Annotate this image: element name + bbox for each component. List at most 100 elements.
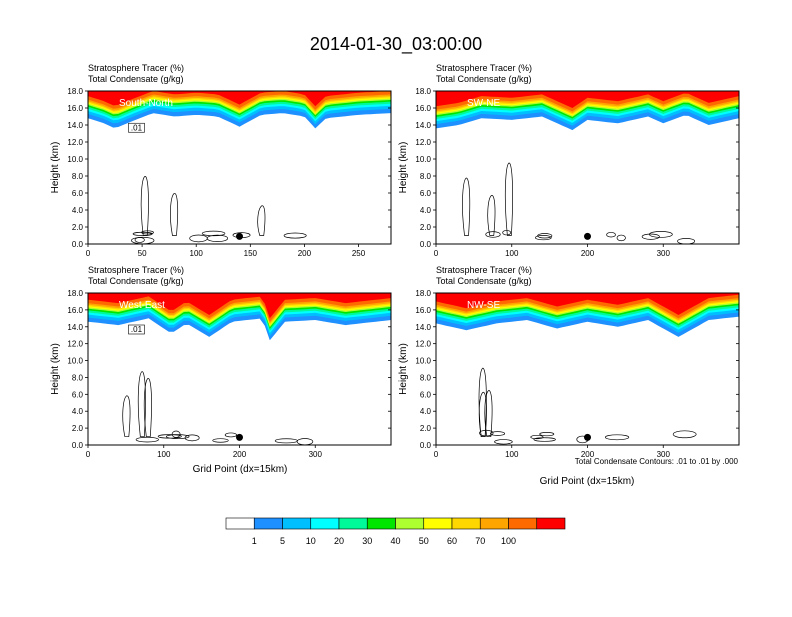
y-tick-label: 12.0 xyxy=(415,340,431,349)
header-tracer: Stratosphere Tracer (%) xyxy=(88,265,184,275)
panel-label: West-East xyxy=(119,300,165,311)
condensate-contour xyxy=(606,232,616,238)
x-tick-label: 0 xyxy=(86,249,91,258)
x-tick-label: 200 xyxy=(581,249,595,258)
condensate-contour xyxy=(604,434,630,441)
y-tick-label: 16.0 xyxy=(415,306,431,315)
colorbar-swatch xyxy=(253,517,283,530)
condensate-contour xyxy=(184,434,200,442)
x-tick-label: 300 xyxy=(657,249,671,258)
colorbar-swatch xyxy=(310,517,340,530)
y-tick-label: 6.0 xyxy=(420,390,432,399)
y-tick-label: 8.0 xyxy=(420,172,432,181)
x-tick-label: 300 xyxy=(309,450,323,459)
y-tick-label: 12.0 xyxy=(415,138,431,147)
condensate-contour xyxy=(283,232,307,239)
condensate-contour xyxy=(490,431,506,436)
header-tracer: Stratosphere Tracer (%) xyxy=(436,265,532,275)
y-tick-label: 18.0 xyxy=(415,289,431,298)
condensate-contour xyxy=(189,234,208,243)
y-tick-label: 14.0 xyxy=(67,121,83,130)
y-tick-label: 12.0 xyxy=(67,340,83,349)
condensate-contour xyxy=(641,233,660,240)
y-tick-label: 14.0 xyxy=(67,323,83,332)
y-tick-label: 6.0 xyxy=(420,189,432,198)
y-tick-label: 12.0 xyxy=(67,138,83,147)
tracer-band-10 xyxy=(436,91,739,108)
x-tick-label: 100 xyxy=(190,249,204,258)
condensate-contour xyxy=(157,434,182,439)
tracer-band-10 xyxy=(88,91,391,107)
y-tick-label: 2.0 xyxy=(72,424,84,433)
condensate-contour xyxy=(224,432,238,438)
y-tick-label: 8.0 xyxy=(72,172,84,181)
panels: Stratosphere Tracer (%)Total Condensate … xyxy=(50,63,740,459)
location-marker xyxy=(236,232,243,240)
colorbar-swatch xyxy=(536,517,566,530)
colorbar-swatch xyxy=(338,517,368,530)
header-condensate: Total Condensate (g/kg) xyxy=(88,74,184,84)
condensate-contour xyxy=(494,439,513,445)
tracer-band-10 xyxy=(88,293,391,319)
panel-label: South-North xyxy=(119,98,173,109)
colorbar-swatch xyxy=(423,517,453,530)
condensate-contour-tall xyxy=(484,390,493,437)
colorbar: 1 5 10 20 30 40 50 60 70 100 xyxy=(225,517,566,546)
y-tick-label: 2.0 xyxy=(420,424,432,433)
contour-label: .01 xyxy=(131,325,143,334)
x-tick-label: 200 xyxy=(233,450,247,459)
condensate-contour xyxy=(535,235,552,241)
x-tick-label: 50 xyxy=(138,249,147,258)
condensate-contour-tall xyxy=(462,177,471,236)
panel-south-north: Stratosphere Tracer (%)Total Condensate … xyxy=(50,63,392,258)
x-tick-label: 200 xyxy=(298,249,312,258)
y-tick-label: 14.0 xyxy=(415,121,431,130)
contour-label-box xyxy=(128,122,145,133)
colorbar-label: 30 xyxy=(362,536,372,546)
condensate-contour xyxy=(485,231,501,238)
colorbar-swatch xyxy=(508,517,538,530)
condensate-contour xyxy=(135,436,159,443)
condensate-contour-tall xyxy=(137,371,146,437)
condensate-contour-tall xyxy=(140,176,149,236)
condensate-contour xyxy=(201,230,226,237)
tracer-band-10 xyxy=(436,293,739,315)
y-tick-label: 10.0 xyxy=(415,357,431,366)
location-marker xyxy=(236,433,243,441)
header-condensate: Total Condensate (g/kg) xyxy=(436,276,532,286)
panel-label: NW-SE xyxy=(467,300,500,311)
y-tick-label: 10.0 xyxy=(415,155,431,164)
y-tick-label: 8.0 xyxy=(72,373,84,382)
colorbar-swatch xyxy=(366,517,396,530)
y-tick-label: 14.0 xyxy=(415,323,431,332)
colorbar-swatch xyxy=(451,517,481,530)
panel-sw-ne: Stratosphere Tracer (%)Total Condensate … xyxy=(398,63,740,258)
condensate-contour-tall xyxy=(504,162,513,236)
x-tick-label: 0 xyxy=(434,249,439,258)
contour-note: Total Condensate Contours: .01 to .01 by… xyxy=(575,457,739,466)
condensate-contour-tall xyxy=(122,395,131,437)
contour-label: .01 xyxy=(131,123,143,132)
y-tick-label: 2.0 xyxy=(72,223,84,232)
x-tick-label: 300 xyxy=(657,450,671,459)
header-condensate: Total Condensate (g/kg) xyxy=(88,276,184,286)
colorbar-label: 60 xyxy=(447,536,457,546)
y-tick-label: 4.0 xyxy=(420,206,432,215)
y-tick-label: 0.0 xyxy=(420,240,432,249)
condensate-contour-tall xyxy=(478,367,487,437)
condensate-contour xyxy=(649,230,673,238)
header-condensate: Total Condensate (g/kg) xyxy=(436,74,532,84)
condensate-contour xyxy=(530,434,544,440)
colorbar-swatch xyxy=(282,517,312,530)
colorbar-label: 100 xyxy=(501,536,516,546)
colorbar-label: 1 xyxy=(252,536,257,546)
y-axis-label: Height (km) xyxy=(50,142,61,194)
x-tick-label: 0 xyxy=(86,450,91,459)
colorbar-label: 50 xyxy=(419,536,429,546)
x-tick-label: 0 xyxy=(434,450,439,459)
contour-label-box xyxy=(128,324,145,335)
condensate-contour xyxy=(539,432,555,437)
y-tick-label: 18.0 xyxy=(67,289,83,298)
y-tick-label: 0.0 xyxy=(72,240,84,249)
y-tick-label: 4.0 xyxy=(72,407,84,416)
